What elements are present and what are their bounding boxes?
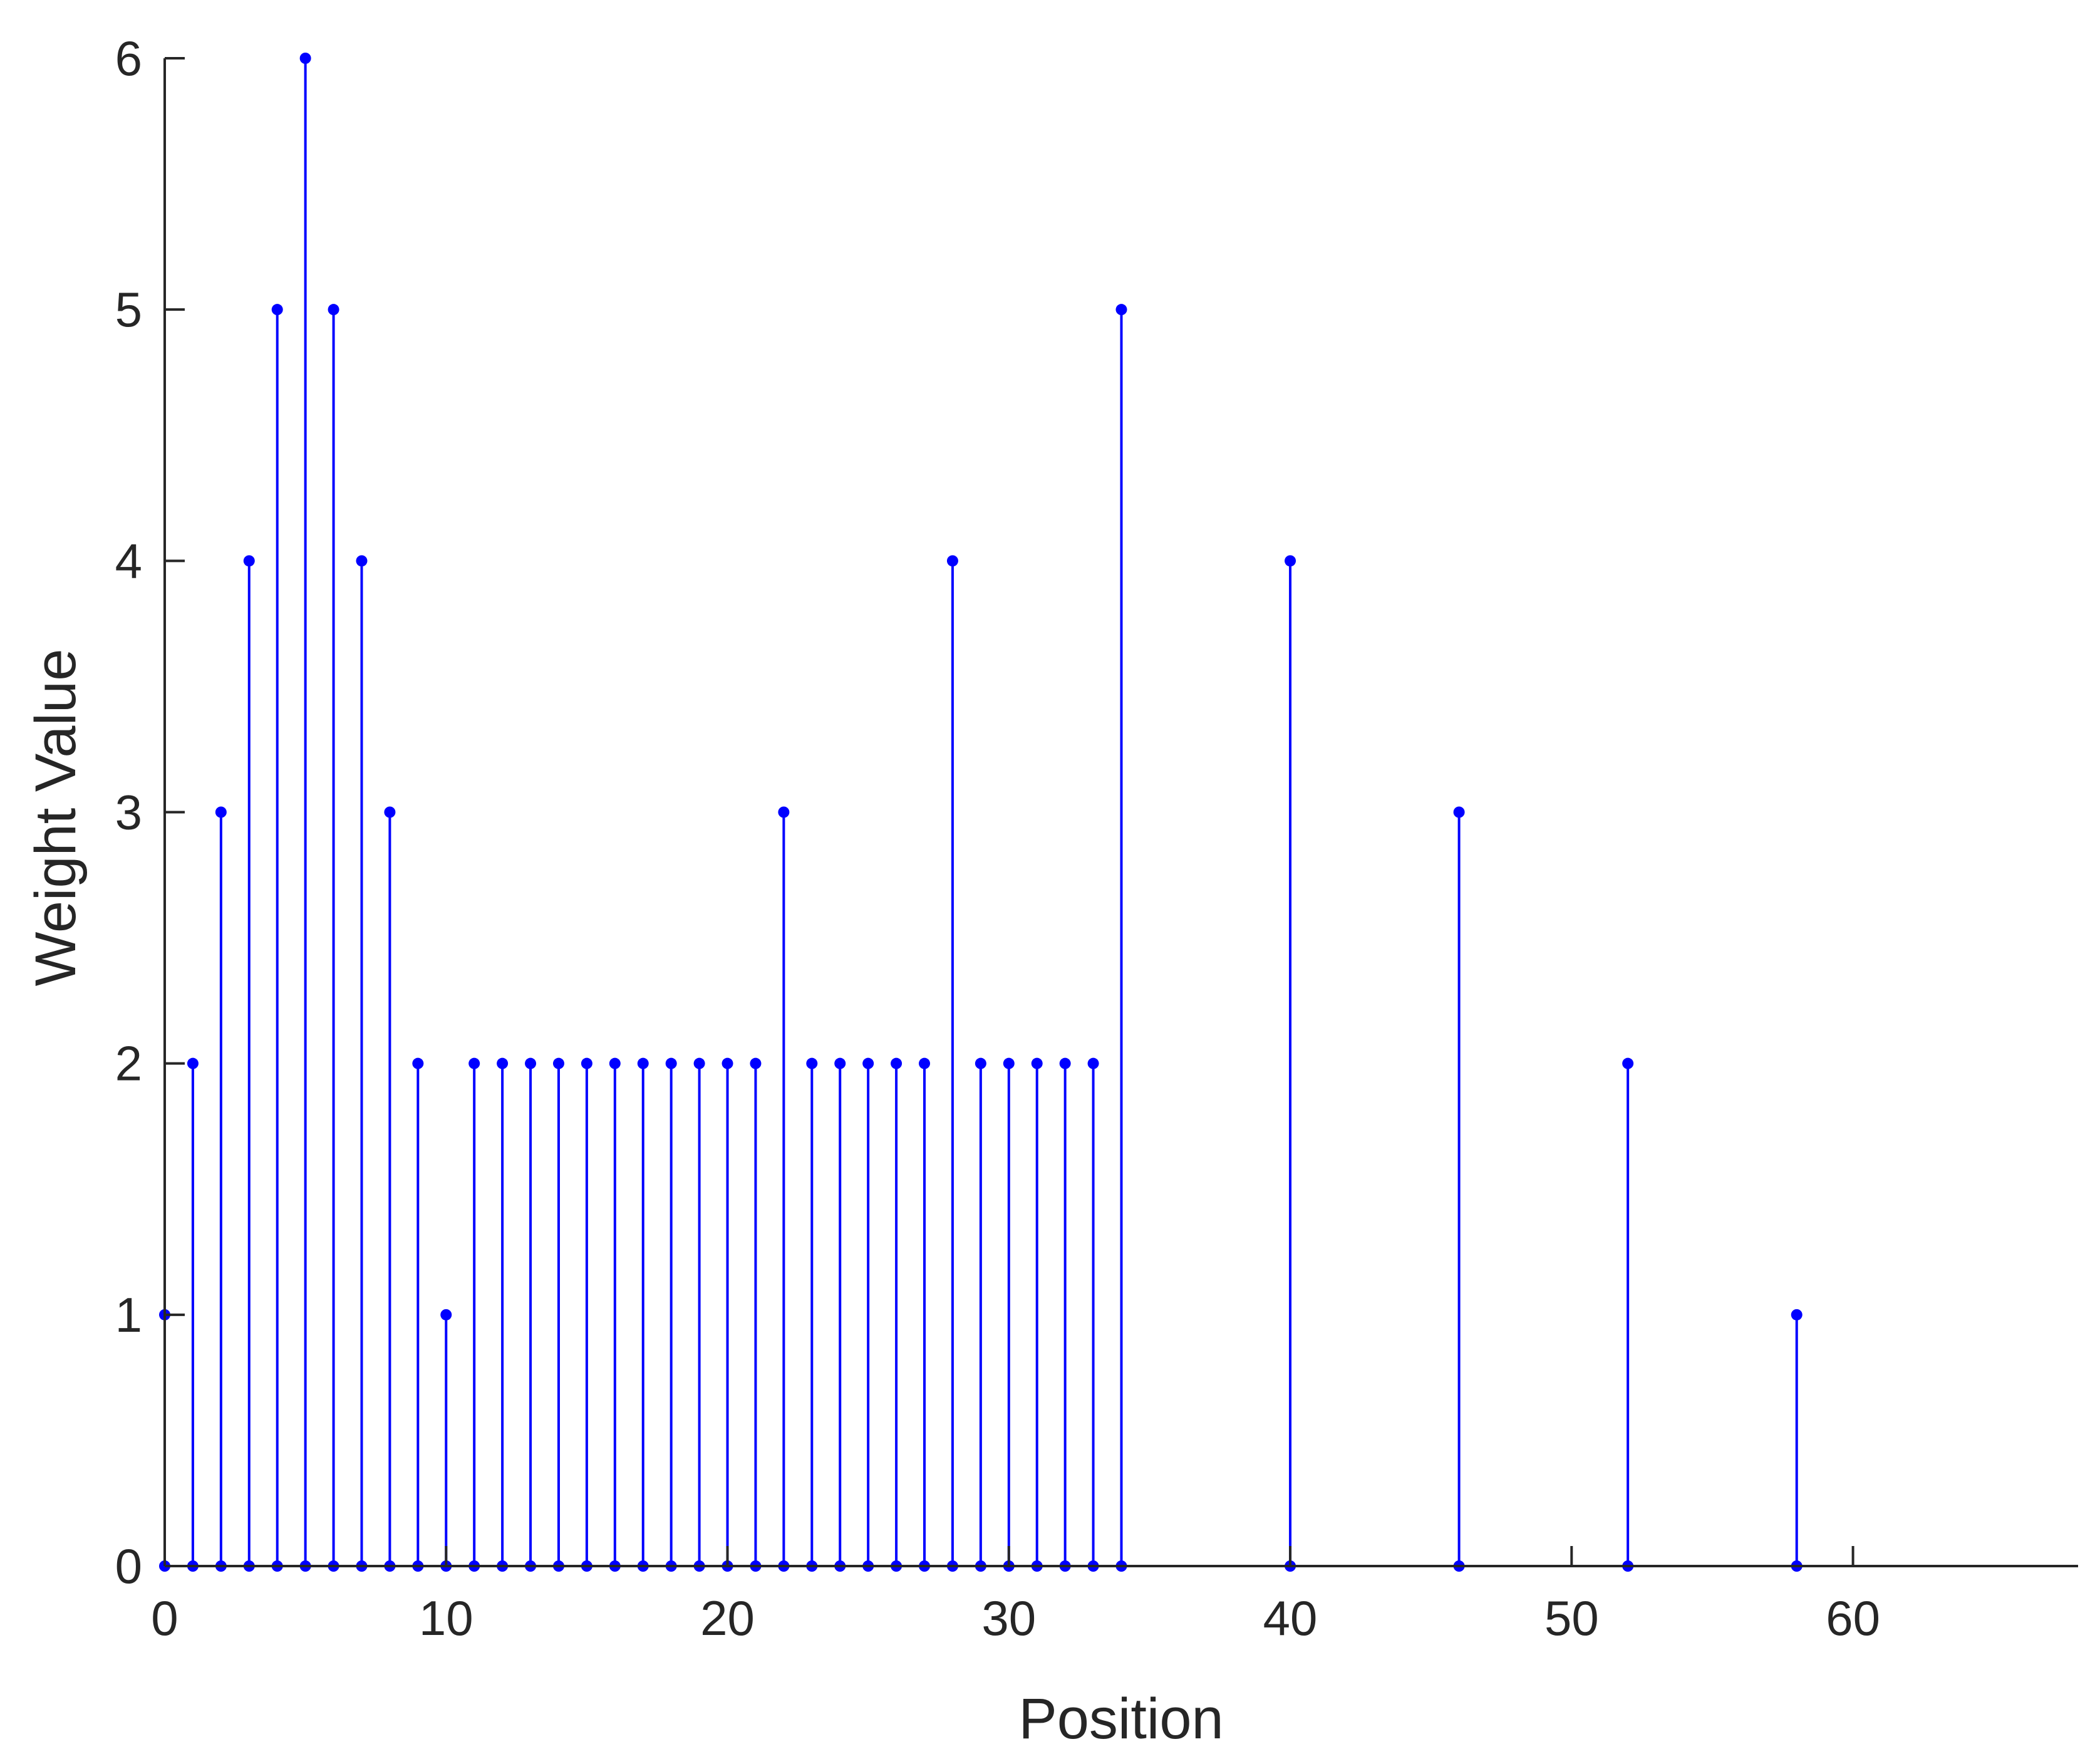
stem-marker	[919, 1057, 931, 1069]
y-tick-label: 1	[115, 1287, 142, 1342]
stem-marker	[187, 1057, 199, 1069]
stem-marker	[946, 555, 958, 567]
stem-marker	[1622, 1057, 1634, 1069]
stem-marker	[215, 806, 227, 818]
x-tick-label: 10	[419, 1590, 473, 1646]
stem-marker	[356, 555, 368, 567]
y-tick-label: 2	[115, 1036, 142, 1091]
x-tick-label: 30	[981, 1590, 1036, 1646]
stem-marker	[1087, 1057, 1099, 1069]
stem-series	[159, 53, 1803, 1572]
x-tick-label: 50	[1544, 1590, 1599, 1646]
stem-marker	[862, 1057, 874, 1069]
stem-marker	[525, 1057, 537, 1069]
stem-marker	[328, 304, 339, 316]
stem-marker	[1003, 1057, 1015, 1069]
x-tick-label: 60	[1826, 1590, 1880, 1646]
x-tick-label: 0	[151, 1590, 178, 1646]
y-tick-label: 3	[115, 785, 142, 840]
stem-marker	[552, 1057, 564, 1069]
stem-marker	[834, 1057, 846, 1069]
stem-marker	[1031, 1057, 1043, 1069]
stem-marker	[665, 1057, 677, 1069]
stem-marker	[384, 806, 396, 818]
stem-marker	[609, 1057, 621, 1069]
stem-marker	[891, 1057, 903, 1069]
stem-marker	[778, 806, 790, 818]
y-axis-title: Weight Value	[24, 649, 88, 987]
stem-marker	[468, 1057, 480, 1069]
stem-marker	[1791, 1309, 1803, 1321]
stem-marker	[1453, 806, 1465, 818]
y-tick-label: 6	[115, 31, 142, 86]
x-tick-label: 20	[700, 1590, 755, 1646]
stem-marker	[581, 1057, 592, 1069]
stem-marker	[975, 1057, 986, 1069]
stem-marker	[243, 555, 255, 567]
stem-marker	[1115, 304, 1127, 316]
stem-marker	[637, 1057, 649, 1069]
stem-marker	[1285, 555, 1296, 567]
y-tick-label: 0	[115, 1538, 142, 1594]
stem-marker	[693, 1057, 705, 1069]
y-tick-label: 4	[115, 533, 142, 588]
stem-marker	[750, 1057, 762, 1069]
stem-marker	[1059, 1057, 1071, 1069]
x-tick-label: 40	[1263, 1590, 1318, 1646]
stem-marker	[271, 304, 283, 316]
stem-marker	[299, 53, 311, 64]
x-axis-title: Position	[1018, 1687, 1223, 1751]
y-tick-label: 5	[115, 282, 142, 337]
stem-marker	[412, 1057, 424, 1069]
stem-marker	[806, 1057, 818, 1069]
stem-marker	[722, 1057, 733, 1069]
stem-marker	[497, 1057, 509, 1069]
stem-marker	[440, 1309, 452, 1321]
